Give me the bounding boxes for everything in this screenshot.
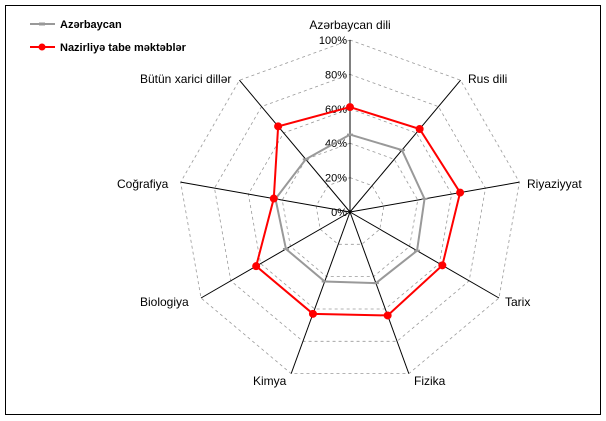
legend-marker bbox=[38, 43, 46, 51]
tick-label: 20% bbox=[325, 173, 347, 185]
data-point bbox=[269, 194, 278, 203]
axis-spoke-2 bbox=[349, 79, 461, 213]
grid-ring-60 bbox=[247, 108, 453, 310]
axis-spoke-5 bbox=[349, 211, 410, 374]
category-label: Fizika bbox=[414, 374, 446, 388]
legend-item: Azərbaycan bbox=[30, 19, 122, 31]
category-label: Rus dili bbox=[468, 72, 507, 86]
legend-label: Nazirliyə tabe məktəblər bbox=[60, 42, 187, 54]
tick-label: 0% bbox=[331, 207, 347, 219]
data-point bbox=[415, 124, 424, 133]
axis-spoke-7 bbox=[200, 211, 351, 299]
axis-spoke-4 bbox=[349, 211, 500, 299]
series-line-1 bbox=[274, 133, 426, 285]
category-label: Kimya bbox=[253, 374, 287, 388]
legend-label: Azərbaycan bbox=[60, 19, 122, 31]
axis-spoke-6 bbox=[290, 211, 351, 374]
data-point bbox=[383, 311, 392, 320]
axis-spoke-8 bbox=[180, 181, 351, 213]
grid-ring-40 bbox=[281, 142, 419, 278]
series-layer bbox=[252, 103, 465, 320]
tick-layer: 0%20%40%60%80%100% bbox=[319, 35, 347, 219]
category-label: Biologiya bbox=[140, 295, 189, 309]
data-point bbox=[438, 261, 447, 270]
category-label: Tarix bbox=[505, 295, 530, 309]
axis-layer bbox=[180, 40, 520, 374]
axis-spoke-9 bbox=[239, 79, 351, 213]
data-point bbox=[456, 188, 465, 197]
category-label: Bütün xarici dillər bbox=[140, 72, 231, 86]
data-point bbox=[346, 103, 354, 112]
legend-item: Nazirliyə tabe məktəblər bbox=[30, 42, 187, 54]
chart-border bbox=[5, 5, 601, 415]
tick-label: 100% bbox=[319, 35, 347, 47]
tick-label: 40% bbox=[325, 138, 347, 150]
grid-ring-20 bbox=[315, 177, 385, 245]
legend: Azərbaycan Nazirliyə tabe məktəblər bbox=[30, 19, 187, 54]
tick-label: 80% bbox=[325, 69, 347, 81]
category-label: Coğrafiya bbox=[117, 177, 169, 191]
data-point bbox=[252, 262, 261, 271]
data-point bbox=[308, 309, 317, 318]
series-line-2 bbox=[255, 106, 462, 317]
data-point bbox=[274, 122, 283, 131]
axis-spoke-3 bbox=[349, 181, 520, 213]
label-layer: Azərbaycan dili Rus dili Riyaziyyat Tarix Fi… bbox=[117, 18, 582, 388]
category-label: Riyaziyyat bbox=[527, 177, 582, 191]
grid-layer bbox=[180, 39, 520, 375]
grid-ring-100 bbox=[180, 39, 520, 375]
category-label: Azərbaycan dili bbox=[309, 18, 390, 32]
